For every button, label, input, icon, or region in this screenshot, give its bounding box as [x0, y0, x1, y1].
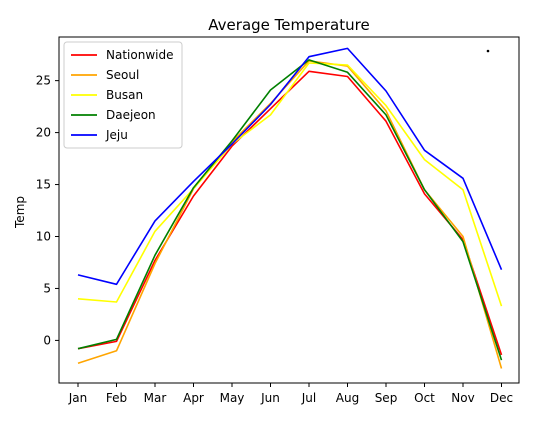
legend-box: [63, 41, 183, 149]
plot-area: Jan Feb Mar Apr May Jun Jul Aug Sep Oct Nov Dec 0 5 10…: [36, 36, 520, 405]
legend-entry-label: Nationwide: [106, 48, 173, 62]
legend-entry-label: Daejeon: [106, 108, 156, 122]
chart-title: Average Temperature: [208, 16, 369, 34]
series-line-busan: [77, 62, 503, 307]
plot-frame: [58, 36, 520, 384]
y-tick-label: 10: [36, 229, 51, 243]
x-tick-label: May: [220, 391, 245, 405]
y-tick-label: 15: [36, 178, 51, 192]
x-tick-label: Aug: [336, 391, 359, 405]
series-line-daejeon: [77, 59, 503, 361]
legend-entry-label: Busan: [106, 88, 143, 102]
x-tick-label: Jan: [68, 391, 88, 405]
x-tick-label: Nov: [451, 391, 474, 405]
series-line-jeju: [77, 47, 503, 286]
legend-entry-label: Seoul: [106, 68, 139, 82]
x-tick-label: Mar: [144, 391, 167, 405]
x-tick-label: Jun: [260, 391, 280, 405]
x-tick-label: Sep: [375, 391, 398, 405]
legend-entry-label: Jeju: [105, 128, 128, 142]
x-tick-label: Feb: [106, 391, 127, 405]
y-tick-label: 5: [43, 281, 51, 295]
x-tick-label: Apr: [183, 391, 204, 405]
y-tick-label: 0: [43, 333, 51, 347]
point-marker: [486, 49, 490, 53]
y-tick-label: 25: [36, 74, 51, 88]
x-tick-label: Dec: [490, 391, 513, 405]
x-tick-label: Oct: [414, 391, 435, 405]
x-tick-label: Jul: [301, 391, 316, 405]
y-axis-label: Temp: [13, 196, 27, 229]
y-tick-label: 20: [36, 126, 51, 140]
